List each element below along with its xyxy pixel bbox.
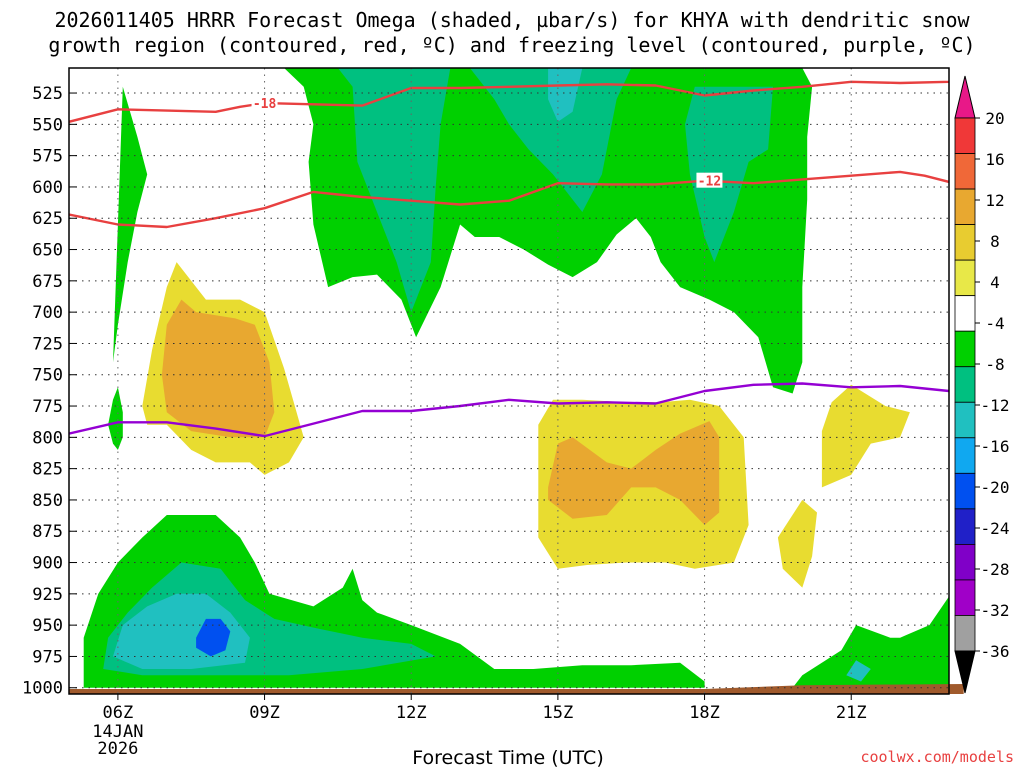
colorbar-label-8: -16 (981, 437, 1010, 456)
colorbar-bin-6 (954, 330, 976, 368)
omega-region-green2-3 (337, 68, 451, 313)
colorbar-bin-14 (954, 615, 976, 652)
x-axis-title: Forecast Time (UTC) (412, 747, 603, 768)
omega-region-yellow-12 (777, 499, 817, 588)
colorbar-bin-11 (954, 508, 976, 545)
colorbar-label-9: -20 (981, 478, 1010, 497)
colorbar-label-0: 20 (985, 109, 1004, 128)
colorbar-bin-13 (954, 579, 976, 616)
ytick-label-800: 800 (32, 428, 63, 448)
colorbar-label-2: 12 (985, 191, 1004, 210)
colorbar-label-1: 16 (985, 150, 1004, 169)
ytick-label-925: 925 (32, 585, 63, 605)
colorbar-bin-7 (954, 366, 976, 403)
omega-region-orange1-10 (548, 421, 720, 525)
xtick-label-12Z: 12Z (396, 703, 427, 723)
omega-region-green2-4 (469, 68, 632, 212)
xtick-label-18Z: 18Z (689, 703, 720, 723)
colorbar-label-5: -4 (985, 314, 1004, 333)
xdate-line1: 14JAN (92, 722, 143, 742)
ytick-label-525: 525 (32, 84, 63, 104)
ytick-label-825: 825 (32, 460, 63, 480)
ytick-label-625: 625 (32, 209, 63, 229)
ytick-label-975: 975 (32, 647, 63, 667)
omega-region-orange1-8 (161, 299, 275, 438)
credit-text: coolwx.com/models (860, 748, 1014, 766)
freezing-level-contour (69, 382, 949, 438)
dendritic-minus12-contour (69, 170, 949, 229)
ytick-label-850: 850 (32, 491, 63, 511)
omega-region-blue-16 (196, 618, 231, 657)
ground-surface (69, 683, 964, 694)
omega-region-teal-5 (548, 68, 583, 122)
colorbar-label-13: -36 (981, 642, 1010, 661)
ytick-label-750: 750 (32, 366, 63, 386)
colorbar-label-4: 4 (990, 273, 1000, 292)
colorbar-bin-2 (954, 188, 976, 225)
colorbar-bin-12 (954, 544, 976, 581)
ytick-label-700: 700 (32, 303, 63, 323)
omega-region-teal-18 (846, 660, 871, 682)
colorbar-label-12: -32 (981, 601, 1010, 620)
contour-label-1: -12 (698, 175, 721, 190)
ytick-label-950: 950 (32, 616, 63, 636)
colorbar-label-11: -28 (981, 560, 1010, 579)
contour-label-bg-1 (696, 172, 723, 188)
colorbar-bottom-triangle (954, 650, 976, 694)
dendritic-minus18-contour (69, 80, 949, 123)
contour-label-0: -18 (253, 97, 277, 112)
ytick-label-675: 675 (32, 272, 63, 292)
colorbar-bin-4 (954, 259, 976, 297)
ytick-label-575: 575 (32, 147, 63, 167)
shaded-layer (69, 68, 949, 688)
colorbar-bin-1 (954, 153, 976, 190)
colorbar-bin-10 (954, 472, 976, 510)
colorbar-label-6: -8 (985, 355, 1004, 374)
ytick-label-550: 550 (32, 115, 63, 135)
colorbar-bin-3 (954, 224, 976, 261)
ytick-label-1000: 1000 (22, 679, 63, 699)
ytick-label-600: 600 (32, 178, 63, 198)
colorbar-label-7: -12 (981, 396, 1010, 415)
ytick-label-725: 725 (32, 334, 63, 354)
ytick-label-875: 875 (32, 522, 63, 542)
plot-frame (68, 67, 950, 695)
colorbar-label-3: 8 (990, 232, 1000, 251)
xtick-label-06Z: 06Z (103, 703, 134, 723)
chart-title-line2: growth region (contoured, red, ºC) and f… (48, 33, 976, 57)
ytick-label-900: 900 (32, 554, 63, 574)
chart-title-line1: 2026011405 HRRR Forecast Omega (shaded, … (54, 8, 970, 32)
ytick-label-650: 650 (32, 241, 63, 261)
omega-region-green1-17 (792, 596, 949, 688)
colorbar-top-triangle (954, 75, 976, 119)
xtick-label-09Z: 09Z (249, 703, 280, 723)
xdate-line2: 2026 (97, 739, 138, 759)
colorbar-bin-0 (954, 117, 976, 154)
omega-region-yellow-11 (821, 384, 910, 488)
colorbar-bin-5 (954, 295, 976, 332)
xtick-label-15Z: 15Z (543, 703, 574, 723)
colorbar-bin-9 (954, 437, 976, 474)
omega-region-green1-1 (108, 387, 123, 450)
colorbar-bin-8 (954, 401, 976, 439)
xtick-label-21Z: 21Z (836, 703, 867, 723)
ytick-label-775: 775 (32, 397, 63, 417)
colorbar-label-10: -24 (981, 519, 1010, 538)
contour-label-bg-0 (251, 95, 278, 111)
